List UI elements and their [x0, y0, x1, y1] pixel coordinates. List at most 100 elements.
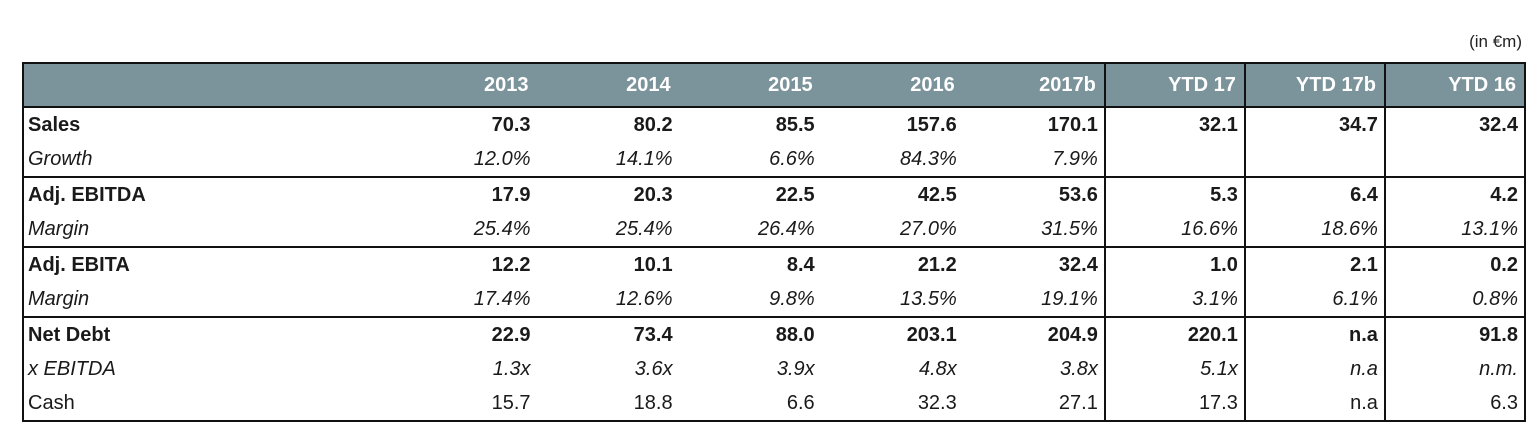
cell: 18.8 [536, 386, 679, 422]
cell: 6.4 [1244, 176, 1386, 212]
column-header-ytd17: YTD 17 [1104, 62, 1246, 108]
cell: 14.1% [615, 147, 673, 170]
cell: 53.6 [962, 176, 1106, 212]
cell: 73.4 [536, 316, 679, 352]
cell: 17.9 [394, 176, 537, 212]
cell: 22.9 [394, 316, 537, 352]
header-label-cell [21, 62, 395, 108]
cell: 32.1 [1104, 106, 1246, 142]
cell: 70.3 [394, 106, 537, 142]
cell: 5.1x [1104, 352, 1246, 386]
column-header-2013: 2013 [394, 62, 537, 108]
row-label: Adj. EBITA [21, 246, 395, 282]
row-label: Net Debt [21, 316, 395, 352]
column-header-ytd16: YTD 16 [1384, 62, 1527, 108]
row-label: Growth [21, 142, 395, 177]
cell: 32.3 [820, 386, 963, 422]
row-growth: Growth 12.0% 14.1% 6.6% 84.3% 7.9% [21, 142, 1527, 177]
row-net-debt: Net Debt 22.9 73.4 88.0 203.1 204.9 220.… [21, 316, 1527, 352]
row-adj-ebitda: Adj. EBITDA 17.9 20.3 22.5 42.5 53.6 5.3… [21, 176, 1527, 212]
cell: n.a [1244, 316, 1386, 352]
cell [1104, 142, 1246, 177]
cell: 27.1 [962, 386, 1106, 422]
column-header-2016: 2016 [820, 62, 963, 108]
cell: 32.4 [962, 246, 1106, 282]
cell: 6.3 [1384, 386, 1527, 422]
cell: 80.2 [536, 106, 679, 142]
cell: 203.1 [820, 316, 963, 352]
cell: 88.0 [678, 316, 821, 352]
cell: 12.6% [615, 287, 673, 310]
cell: 42.5 [820, 176, 963, 212]
row-label: Margin [21, 212, 395, 247]
row-adj-ebita: Adj. EBITA 12.2 10.1 8.4 21.2 32.4 1.0 2… [21, 246, 1527, 282]
cell: 12.0% [473, 147, 531, 170]
cell: 4.8x [918, 357, 957, 380]
cell: 8.4 [678, 246, 821, 282]
row-label: Cash [21, 386, 395, 422]
cell: 204.9 [962, 316, 1106, 352]
row-label: Sales [21, 106, 395, 142]
cell: 84.3% [900, 147, 957, 170]
cell: 22.5 [678, 176, 821, 212]
cell: 3.8x [962, 352, 1106, 386]
cell: 1.3x [492, 357, 531, 380]
cell: 170.1 [962, 106, 1106, 142]
cell: n.a [1244, 352, 1386, 386]
cell: 17.3 [1104, 386, 1246, 422]
header-row: 2013 2014 2015 2016 2017b YTD 17 YTD 17b… [21, 62, 1527, 108]
row-cash: Cash 15.7 18.8 6.6 32.3 27.1 17.3 n.a 6.… [21, 386, 1527, 422]
cell: 17.4% [473, 287, 531, 310]
row-label: x EBITDA [21, 352, 395, 386]
cell: 5.3 [1104, 176, 1246, 212]
cell: 85.5 [678, 106, 821, 142]
column-header-2014: 2014 [536, 62, 679, 108]
cell: 3.9x [776, 357, 815, 380]
cell: 20.3 [536, 176, 679, 212]
cell: 32.4 [1384, 106, 1527, 142]
cell: 13.1% [1384, 212, 1527, 247]
row-label: Adj. EBITDA [21, 176, 395, 212]
cell: 31.5% [962, 212, 1106, 247]
cell: 3.6x [634, 357, 673, 380]
row-x-ebitda: x EBITDA 1.3x 3.6x 3.9x 4.8x 3.8x 5.1x n… [21, 352, 1527, 386]
cell: n.m. [1384, 352, 1527, 386]
cell: 1.0 [1104, 246, 1246, 282]
cell: 10.1 [536, 246, 679, 282]
cell: 15.7 [394, 386, 537, 422]
cell: 6.6% [769, 147, 815, 170]
cell: 3.1% [1104, 282, 1246, 317]
cell: 220.1 [1104, 316, 1246, 352]
cell [1384, 142, 1527, 177]
cell: 4.2 [1384, 176, 1527, 212]
cell: 34.7 [1244, 106, 1386, 142]
cell: 25.4% [615, 217, 673, 240]
column-header-2017b: 2017b [962, 62, 1106, 108]
cell [1244, 142, 1386, 177]
cell: 26.4% [757, 217, 815, 240]
cell: 91.8 [1384, 316, 1527, 352]
cell: 13.5% [900, 287, 957, 310]
cell: 157.6 [820, 106, 963, 142]
cell: n.a [1244, 386, 1386, 422]
row-ebitda-margin: Margin 25.4% 25.4% 26.4% 27.0% 31.5% 16.… [21, 212, 1527, 247]
row-sales: Sales 70.3 80.2 85.5 157.6 170.1 32.1 34… [21, 106, 1527, 142]
cell: 0.8% [1384, 282, 1527, 317]
column-header-ytd17b: YTD 17b [1244, 62, 1386, 108]
cell: 27.0% [900, 217, 957, 240]
financial-summary-table: 2013 2014 2015 2016 2017b YTD 17 YTD 17b… [21, 62, 1527, 422]
cell: 0.2 [1384, 246, 1527, 282]
row-label: Margin [21, 282, 395, 317]
row-ebita-margin: Margin 17.4% 12.6% 9.8% 13.5% 19.1% 3.1%… [21, 282, 1527, 317]
column-header-2015: 2015 [678, 62, 821, 108]
unit-note: (in €m) [1469, 32, 1522, 51]
cell: 6.6 [678, 386, 821, 422]
cell: 19.1% [962, 282, 1106, 317]
cell: 7.9% [962, 142, 1106, 177]
cell: 21.2 [820, 246, 963, 282]
cell: 12.2 [394, 246, 537, 282]
cell: 9.8% [769, 287, 815, 310]
cell: 2.1 [1244, 246, 1386, 282]
cell: 25.4% [473, 217, 531, 240]
cell: 18.6% [1244, 212, 1386, 247]
